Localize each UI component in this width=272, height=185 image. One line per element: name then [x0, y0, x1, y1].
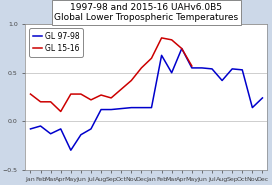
GL 97-98 — [231, 68, 234, 70]
GL 97-98 — [49, 133, 52, 135]
GL 15-16 — [59, 110, 62, 113]
GL 97-98 — [200, 67, 203, 69]
GL 97-98 — [210, 68, 214, 70]
GL 97-98 — [251, 107, 254, 109]
GL 97-98 — [89, 128, 92, 130]
GL 15-16 — [100, 94, 103, 96]
GL 15-16 — [69, 93, 72, 95]
GL 97-98 — [69, 149, 72, 151]
GL 15-16 — [140, 67, 143, 69]
GL 15-16 — [120, 88, 123, 90]
GL 97-98 — [100, 108, 103, 111]
GL 97-98 — [160, 54, 163, 56]
Line: GL 15-16: GL 15-16 — [30, 38, 192, 112]
GL 97-98 — [110, 108, 113, 111]
GL 15-16 — [190, 65, 193, 67]
GL 15-16 — [130, 79, 133, 82]
Line: GL 97-98: GL 97-98 — [30, 48, 262, 150]
GL 97-98 — [120, 107, 123, 110]
GL 97-98 — [140, 107, 143, 109]
GL 15-16 — [49, 101, 52, 103]
GL 97-98 — [190, 67, 193, 69]
GL 15-16 — [170, 39, 173, 41]
GL 97-98 — [261, 97, 264, 99]
GL 97-98 — [170, 72, 173, 74]
GL 15-16 — [89, 99, 92, 101]
GL 97-98 — [39, 125, 42, 127]
GL 15-16 — [180, 47, 183, 50]
GL 97-98 — [59, 128, 62, 130]
GL 97-98 — [130, 107, 133, 109]
GL 97-98 — [29, 128, 32, 130]
GL 97-98 — [241, 69, 244, 71]
Title: 1997-98 and 2015-16 UAHv6.0B5
Global Lower Tropospheric Temperatures: 1997-98 and 2015-16 UAHv6.0B5 Global Low… — [54, 3, 239, 22]
GL 15-16 — [150, 57, 153, 59]
GL 97-98 — [150, 107, 153, 109]
GL 97-98 — [79, 134, 82, 136]
Legend: GL 97-98, GL 15-16: GL 97-98, GL 15-16 — [29, 28, 83, 57]
GL 15-16 — [79, 93, 82, 95]
GL 15-16 — [39, 101, 42, 103]
GL 97-98 — [221, 79, 224, 82]
GL 15-16 — [160, 37, 163, 39]
GL 97-98 — [180, 47, 183, 50]
GL 15-16 — [29, 93, 32, 95]
GL 15-16 — [110, 97, 113, 99]
